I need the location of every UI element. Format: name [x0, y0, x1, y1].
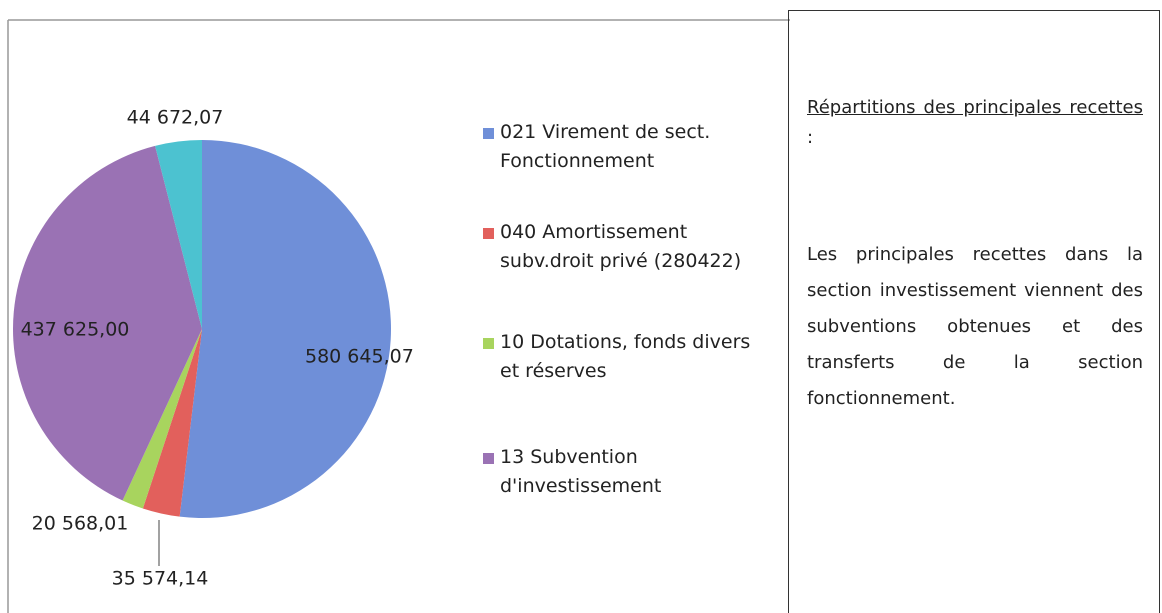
pie-slice — [13, 145, 202, 501]
heading-suffix: : — [807, 127, 814, 148]
heading: Répartitions des principales recettes — [807, 97, 1143, 118]
text-box-heading: Répartitions des principales recettes : — [807, 93, 1143, 153]
pie-slice — [155, 140, 202, 329]
data-label: 35 574,14 — [112, 568, 209, 590]
legend-label: 040 Amortissement subv.droit privé (2804… — [500, 221, 742, 272]
pie-slice — [122, 329, 202, 509]
legend-label: 021 Virement de sect. Fonctionnement — [500, 121, 711, 172]
legend-label: 13 Subvention d'investissement — [500, 446, 662, 497]
legend-swatch — [483, 453, 494, 464]
pie-slice — [179, 140, 392, 519]
legend-label: 10 Dotations, fonds divers et réserves — [500, 331, 751, 382]
data-label: 580 645,07 — [305, 346, 414, 368]
text-box: Répartitions des principales recettes : … — [788, 10, 1160, 613]
data-label: 437 625,00 — [21, 319, 130, 341]
data-label: 44 672,07 — [127, 107, 224, 129]
legend-swatch — [483, 228, 494, 239]
text-box-body: Les principales recettes dans la section… — [807, 244, 1143, 409]
data-label: 20 568,01 — [32, 513, 129, 535]
pie-slice — [142, 329, 202, 517]
legend-swatch — [483, 128, 494, 139]
chart: 580 645,07 35 574,14 20 568,01 437 625,00 44… — [7, 19, 790, 613]
legend-swatch — [483, 338, 494, 349]
